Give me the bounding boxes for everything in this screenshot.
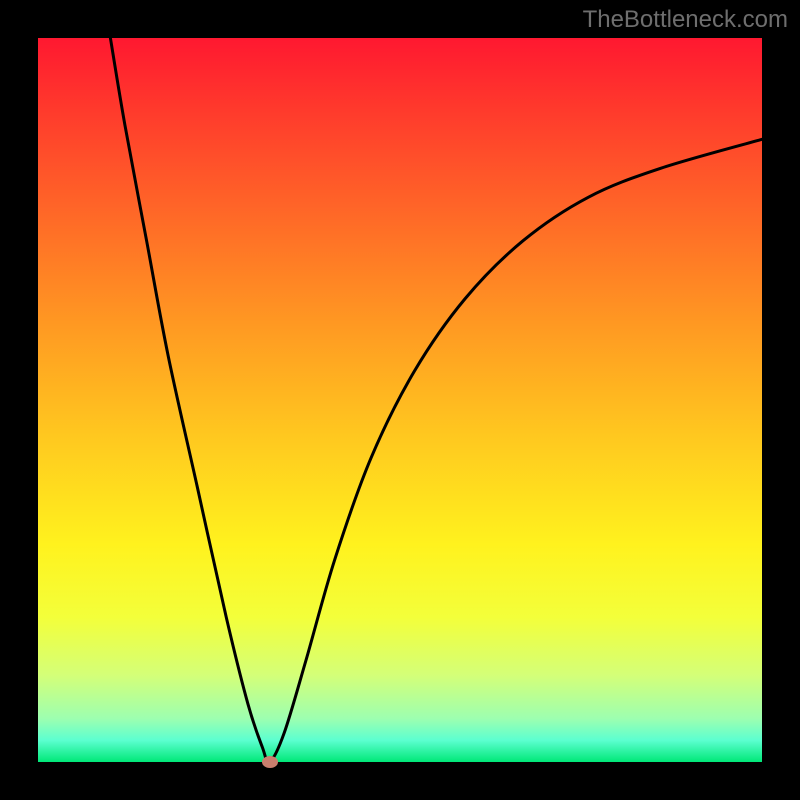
- plot-area: [38, 38, 762, 762]
- optimum-marker: [262, 756, 278, 768]
- curve-path: [110, 38, 762, 762]
- bottleneck-curve: [38, 38, 762, 762]
- watermark-text: TheBottleneck.com: [583, 6, 788, 34]
